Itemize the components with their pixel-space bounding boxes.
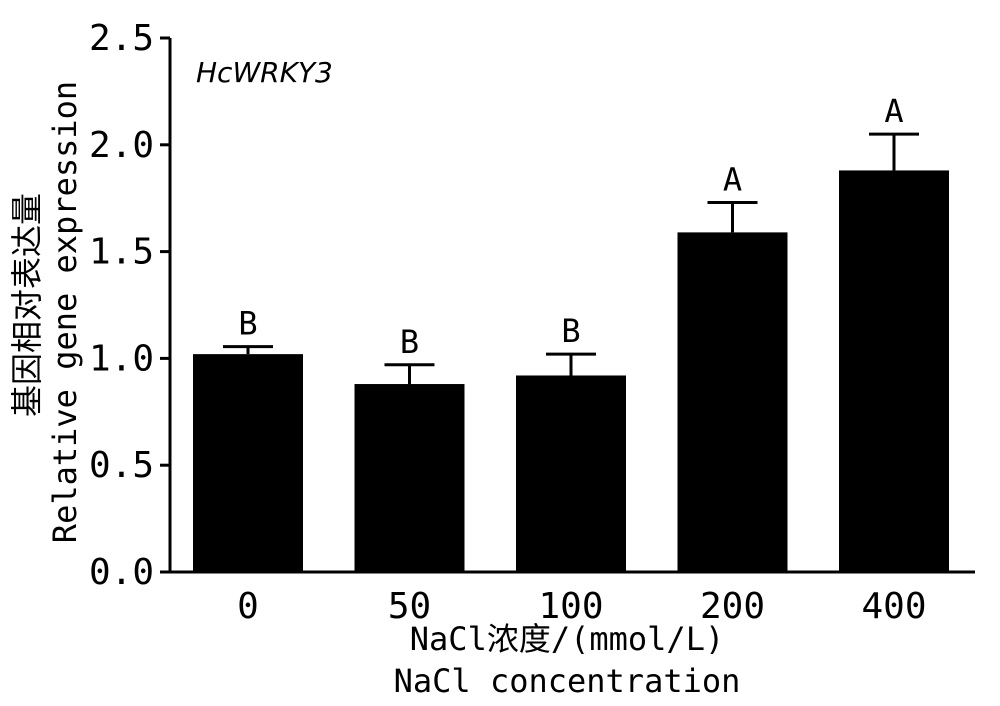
y-axis-label-en: Relative gene expression — [46, 81, 84, 543]
significance-label-400: A — [884, 92, 903, 130]
y-tick-label: 1.5 — [89, 232, 154, 273]
bars: B B B A A — [193, 92, 949, 572]
x-tick-label-50: 50 — [388, 586, 431, 627]
bar-100 — [516, 375, 626, 572]
y-tick-label: 0.5 — [89, 445, 154, 486]
bar-50 — [354, 384, 465, 572]
x-tick-label-200: 200 — [700, 586, 765, 627]
bar-0 — [193, 354, 303, 572]
significance-label-0: B — [238, 305, 257, 343]
significance-label-100: B — [561, 312, 580, 350]
gene-name-annotation: HcWRKY3 — [196, 56, 333, 89]
bar-400 — [839, 170, 949, 572]
x-tick-label-100: 100 — [538, 586, 603, 627]
x-axis-label-cn: NaCl浓度/(mmol/L) — [410, 620, 724, 658]
x-tick-label-400: 400 — [861, 586, 926, 627]
y-tick-label: 2.5 — [89, 18, 154, 59]
y-ticks: 0.0 0.5 1.0 1.5 2.0 2.5 — [89, 18, 170, 593]
x-ticks: 0 50 100 200 400 — [237, 586, 926, 627]
significance-label-200: A — [723, 160, 742, 198]
y-axis-label-cn: 基因相对表达量 — [8, 193, 46, 417]
x-axis-label-en: NaCl concentration — [394, 662, 741, 700]
y-tick-label: 1.0 — [89, 338, 154, 379]
bar-200 — [677, 232, 788, 572]
y-tick-label: 0.0 — [89, 552, 154, 593]
significance-label-50: B — [400, 323, 419, 361]
x-tick-label-0: 0 — [237, 586, 259, 627]
y-tick-label: 2.0 — [89, 125, 154, 166]
